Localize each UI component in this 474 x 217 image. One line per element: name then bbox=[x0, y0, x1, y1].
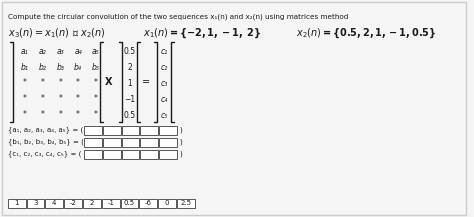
FancyBboxPatch shape bbox=[140, 125, 158, 135]
Text: c₄: c₄ bbox=[160, 94, 168, 104]
Text: 0.5: 0.5 bbox=[123, 110, 136, 120]
Text: *: * bbox=[76, 110, 80, 120]
Text: *: * bbox=[58, 79, 62, 87]
FancyBboxPatch shape bbox=[8, 199, 26, 207]
Text: *: * bbox=[94, 110, 98, 120]
FancyBboxPatch shape bbox=[84, 138, 102, 146]
Text: a₁: a₁ bbox=[21, 46, 28, 56]
Text: b₃: b₃ bbox=[56, 62, 64, 71]
Text: a₂: a₂ bbox=[39, 46, 46, 56]
Text: 1: 1 bbox=[127, 79, 132, 87]
FancyBboxPatch shape bbox=[121, 150, 139, 158]
Text: *: * bbox=[94, 94, 98, 104]
FancyBboxPatch shape bbox=[159, 150, 177, 158]
Text: c₅: c₅ bbox=[160, 110, 168, 120]
Text: -2: -2 bbox=[70, 200, 77, 206]
Text: 2.5: 2.5 bbox=[180, 200, 191, 206]
Text: *: * bbox=[41, 94, 45, 104]
Text: $\mathbf{\it{x_2(n)}}$$\mathbf{ = \{0.5, 2, 1, -1, 0.5\}}$: $\mathbf{\it{x_2(n)}}$$\mathbf{ = \{0.5,… bbox=[297, 26, 437, 39]
Text: b₅: b₅ bbox=[92, 62, 100, 71]
FancyBboxPatch shape bbox=[103, 138, 120, 146]
Text: Compute the circular convolution of the two sequences x₁(n) and x₂(n) using matr: Compute the circular convolution of the … bbox=[8, 14, 348, 20]
Text: *: * bbox=[58, 94, 62, 104]
FancyBboxPatch shape bbox=[102, 199, 119, 207]
FancyBboxPatch shape bbox=[64, 199, 82, 207]
Text: −1: −1 bbox=[124, 94, 135, 104]
Text: =: = bbox=[142, 77, 150, 87]
Text: c₃: c₃ bbox=[160, 79, 168, 87]
Text: X: X bbox=[105, 77, 112, 87]
FancyBboxPatch shape bbox=[159, 125, 177, 135]
FancyBboxPatch shape bbox=[120, 199, 138, 207]
Text: b₂: b₂ bbox=[38, 62, 46, 71]
Text: *: * bbox=[94, 79, 98, 87]
Text: 0: 0 bbox=[165, 200, 169, 206]
FancyBboxPatch shape bbox=[121, 125, 139, 135]
Text: -1: -1 bbox=[107, 200, 114, 206]
FancyBboxPatch shape bbox=[140, 138, 158, 146]
Text: 3: 3 bbox=[33, 200, 38, 206]
Text: 1: 1 bbox=[15, 200, 19, 206]
FancyBboxPatch shape bbox=[27, 199, 45, 207]
Text: *: * bbox=[23, 79, 27, 87]
FancyBboxPatch shape bbox=[140, 150, 158, 158]
Text: 2: 2 bbox=[127, 62, 132, 71]
FancyBboxPatch shape bbox=[2, 2, 466, 215]
Text: 0.5: 0.5 bbox=[124, 200, 135, 206]
Text: *: * bbox=[58, 110, 62, 120]
Text: 0.5: 0.5 bbox=[123, 46, 136, 56]
Text: a₅: a₅ bbox=[92, 46, 100, 56]
FancyBboxPatch shape bbox=[139, 199, 157, 207]
FancyBboxPatch shape bbox=[84, 150, 102, 158]
Text: 2: 2 bbox=[90, 200, 94, 206]
FancyBboxPatch shape bbox=[159, 138, 177, 146]
Text: $\mathbf{\it{x_1(n)}}$$\mathbf{ = \{-2, 1, -1,\ 2\}}$: $\mathbf{\it{x_1(n)}}$$\mathbf{ = \{-2, … bbox=[143, 26, 262, 39]
FancyBboxPatch shape bbox=[84, 125, 102, 135]
Text: *: * bbox=[41, 110, 45, 120]
Text: ): ) bbox=[180, 139, 182, 145]
Text: {b₁, b₂, b₃, b₄, b₅} = (: {b₁, b₂, b₃, b₄, b₅} = ( bbox=[8, 139, 84, 145]
Text: a₃: a₃ bbox=[56, 46, 64, 56]
Text: {a₁, a₂, a₃, a₄, a₅} = (: {a₁, a₂, a₃, a₄, a₅} = ( bbox=[8, 127, 83, 133]
Text: *: * bbox=[23, 94, 27, 104]
Text: -6: -6 bbox=[145, 200, 152, 206]
Text: *: * bbox=[76, 94, 80, 104]
FancyBboxPatch shape bbox=[46, 199, 63, 207]
Text: b₄: b₄ bbox=[74, 62, 82, 71]
Text: {c₁, c₂, c₃, c₄, c₅} = (: {c₁, c₂, c₃, c₄, c₅} = ( bbox=[8, 151, 81, 157]
FancyBboxPatch shape bbox=[177, 199, 195, 207]
FancyBboxPatch shape bbox=[158, 199, 176, 207]
Text: *: * bbox=[76, 79, 80, 87]
Text: *: * bbox=[23, 110, 27, 120]
Text: ): ) bbox=[180, 151, 182, 157]
Text: ): ) bbox=[180, 127, 182, 133]
Text: a₄: a₄ bbox=[74, 46, 82, 56]
Text: *: * bbox=[41, 79, 45, 87]
FancyBboxPatch shape bbox=[121, 138, 139, 146]
Text: b₁: b₁ bbox=[21, 62, 28, 71]
Text: $\mathbf{\it{x_3(n) = x_1(n)}}$ Ⓢ $\mathbf{\it{x_2(n)}}$: $\mathbf{\it{x_3(n) = x_1(n)}}$ Ⓢ $\math… bbox=[8, 26, 106, 39]
FancyBboxPatch shape bbox=[83, 199, 101, 207]
Text: c₂: c₂ bbox=[160, 62, 168, 71]
Text: c₁: c₁ bbox=[160, 46, 168, 56]
Text: 4: 4 bbox=[52, 200, 56, 206]
FancyBboxPatch shape bbox=[103, 125, 120, 135]
FancyBboxPatch shape bbox=[103, 150, 120, 158]
